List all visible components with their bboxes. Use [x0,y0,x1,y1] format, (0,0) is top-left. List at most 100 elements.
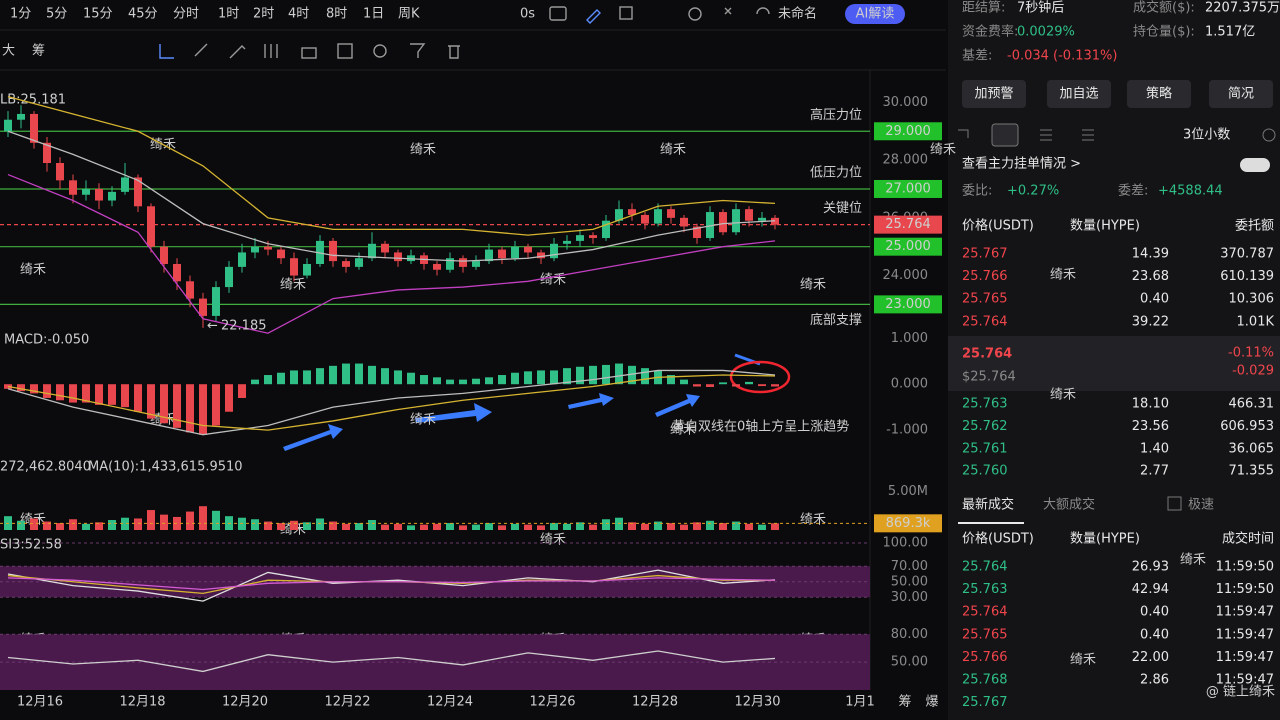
trade-tab[interactable]: 大额成交 [1043,497,1095,513]
macd-bar [329,365,337,385]
column-header: 委托额 [1235,219,1274,234]
volume-bar [199,506,207,530]
volume-bar [381,524,389,530]
stat: 0.0029% [1017,25,1075,40]
panel-button-label[interactable]: 策略 [1146,86,1172,102]
interval-tab[interactable]: 1日 [363,7,384,22]
candle-body [134,177,142,207]
interval-tab[interactable]: 分时 [173,7,199,22]
book-cell: 25.766 [962,269,1008,284]
y-tick-label: -1.000 [886,423,928,438]
stat: 2207.375万 [1205,1,1280,16]
interval-tab[interactable]: 15分 [83,7,113,22]
panel-button-label[interactable]: 加自选 [1059,87,1098,102]
macd-bar [186,384,194,433]
interval-tab[interactable]: 1分 [10,7,31,22]
level-name: 高压力位 [810,107,862,123]
ai-button[interactable]: AI解读 [856,7,895,22]
book-cell: 610.139 [1220,269,1274,284]
book-cell: 25.766 [962,650,1008,665]
book-cell: 14.39 [1132,247,1169,262]
x-tick-label: 12月16 [17,695,63,710]
panel-button-label[interactable]: 简况 [1228,86,1254,102]
candle-body [121,177,129,192]
volume-bar [394,523,402,530]
candle-body [537,252,545,259]
interval-tab[interactable]: 1时 [218,7,239,22]
macd-bar [108,384,116,405]
volume-bar [524,524,532,530]
macd-bar [524,371,532,385]
macd-bar [277,372,285,385]
main-orders[interactable]: 查看主力挂单情况 > [962,156,1081,172]
interval-tab[interactable]: 45分 [128,7,158,22]
macd-bar [56,384,64,401]
trade-tab[interactable]: 极速 [1188,498,1214,513]
toolbar-icons [159,6,770,59]
corner-tool: 筹 [898,694,911,710]
candle-body [550,243,558,259]
macd-bar [485,377,493,385]
book-cell: 26.93 [1132,560,1169,575]
candle-body [576,235,584,241]
interval-tab[interactable]: 8时 [326,7,347,22]
candle-body [732,209,740,233]
rsi-line [7,569,776,602]
level-name: 低压力位 [810,165,862,180]
book-cell: 22.00 [1132,650,1169,665]
macd-bar [472,378,480,385]
interval-tab[interactable]: 4时 [288,7,309,22]
volume-bar [602,519,610,530]
interval-tab[interactable]: 2时 [253,7,274,22]
y-tick-label: 30.00 [891,590,928,605]
book-cell: 25.765 [962,627,1008,642]
candle-body [43,142,51,164]
ai-badge[interactable] [845,4,905,24]
macd-bar [771,384,779,387]
panel-button[interactable] [1127,80,1191,108]
volume-ma-label: MA(10):1,433,615.9510 [88,460,243,475]
watermark: 绮禾 [1070,653,1096,668]
candle-body [69,180,77,195]
credit: @ 链上绮禾 [1206,685,1275,700]
candle-body [602,220,610,239]
panel-button[interactable] [962,80,1026,108]
volume-bar [459,525,467,530]
macd-bar [641,368,649,385]
volume-bar [69,519,77,530]
macd-bar [238,384,246,398]
panel-button[interactable] [1047,80,1111,108]
book-cell: 25.763 [962,582,1008,597]
last-price-row [948,336,1280,391]
decimals[interactable]: 3位小数 [1183,128,1230,143]
panel-button-label[interactable]: 加预警 [974,86,1013,102]
book-cell: 25.760 [962,464,1008,479]
candle-body [368,243,376,259]
interval-tab[interactable]: 周K [398,7,420,22]
layout-name[interactable]: 未命名 [778,6,817,22]
volume-label: 272,462.8040 [0,460,91,475]
macd-bar [69,384,77,403]
interval-tab[interactable]: 5分 [46,7,67,22]
watermark: 绮禾 [20,263,46,278]
book-cell: 25.764 [962,605,1008,620]
macd-bar [758,384,766,387]
watermark: 绮禾 [800,278,826,293]
panel-button[interactable] [1209,80,1273,108]
x-tick-label: 12月26 [529,695,575,710]
book-cell: 25.767 [962,695,1008,710]
macd-bar [147,384,155,419]
candle-body [459,258,467,267]
macd-bar [602,364,610,385]
book-cell: 25.767 [962,247,1008,262]
volume-bar [680,524,688,530]
trade-tab[interactable]: 最新成交 [962,497,1014,513]
volume-bar [771,523,779,530]
timer[interactable]: 0s [520,7,535,22]
column-header: 数量(HYPE) [1070,532,1140,547]
book-cell: 0.40 [1140,292,1169,307]
stat: 距结算: [962,1,1005,16]
macd-bar [303,370,311,385]
stat: 成交额($): [1133,0,1195,16]
